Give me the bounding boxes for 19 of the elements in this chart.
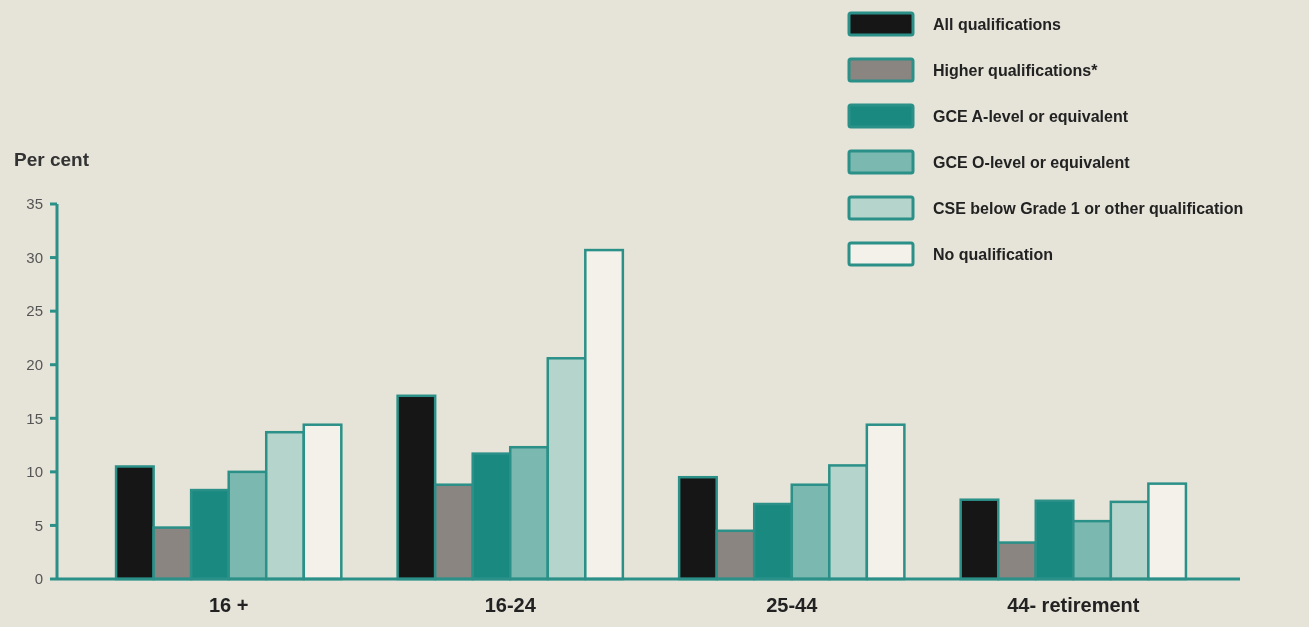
legend-label: Higher qualifications* (933, 61, 1099, 79)
y-tick-label: 20 (26, 355, 43, 373)
y-tick-label: 10 (26, 463, 43, 481)
y-tick-label: 25 (26, 302, 43, 320)
x-tick-label: 16 + (208, 594, 249, 616)
x-tick-label: 16-24 (484, 594, 537, 616)
legend-label: CSE below Grade 1 or other qualification (933, 199, 1244, 217)
y-tick-label: 15 (26, 409, 43, 427)
legend-label: GCE O-level or equivalent (933, 153, 1131, 171)
y-axis-title: Per cent (14, 149, 90, 170)
legend-label: GCE A-level or equivalent (933, 107, 1129, 125)
y-tick-label: 35 (26, 195, 43, 213)
x-tick-label: 25-44 (766, 594, 819, 616)
legend-label: All qualifications (933, 15, 1062, 33)
legend-label: No qualification (933, 245, 1053, 263)
x-tick-label: 44- retirement (1007, 594, 1140, 616)
y-tick-label: 30 (26, 248, 43, 266)
y-tick-label: 5 (34, 516, 43, 534)
y-tick-label: 0 (34, 570, 43, 588)
